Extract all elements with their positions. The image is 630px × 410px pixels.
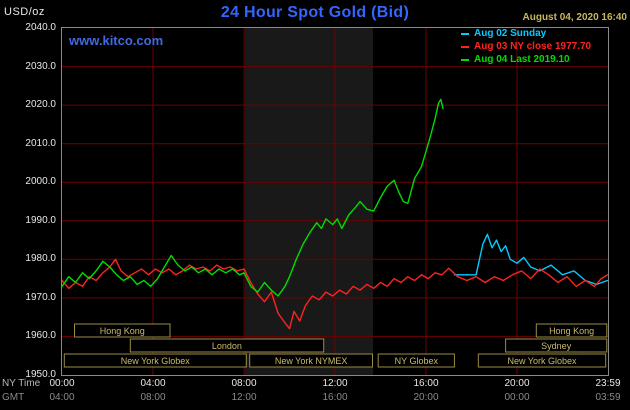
x-tick-gmt-time: 03:59 [595, 392, 621, 403]
y-tick-label: 1990.0 [25, 214, 56, 226]
y-tick-label: 1960.0 [25, 330, 56, 342]
session-box-london [129, 338, 325, 353]
session-box-new-york-nymex [249, 353, 373, 368]
legend-dash-icon [461, 32, 469, 35]
x-tick-ny-time: 12:00 [322, 378, 348, 389]
session-label-ny-globex: NY Globex [395, 356, 439, 366]
x-tick-ny-time: 16:00 [413, 378, 439, 389]
legend-label: Aug 03 NY close 1977.70 [474, 41, 592, 52]
session-box-hong-kong [74, 323, 171, 338]
legend-item-aug04: Aug 04 Last 2019.10 [461, 53, 591, 66]
plot-area: Hong Kong Hong Kong London Sydney New York G… [61, 27, 609, 376]
x-tick-gmt-time: 04:00 [49, 392, 75, 403]
gmt-axis-label: GMT [2, 392, 25, 403]
session-label-new-york-globex: New York Globex [121, 356, 191, 366]
legend-dash-icon [461, 58, 469, 61]
y-tick-label: 2040.0 [25, 22, 56, 33]
x-tick-gmt-time: 20:00 [413, 392, 439, 403]
x-tick-gmt-time: 16:00 [322, 392, 348, 403]
chart-datetime: August 04, 2020 16:40 [522, 12, 628, 23]
session-box-new-york-globex [63, 353, 247, 368]
chart-legend: Aug 02 Sunday Aug 03 NY close 1977.70 Aug … [461, 27, 591, 66]
x-tick-ny-time: 08:00 [231, 378, 257, 389]
session-box-hong-kong [535, 323, 608, 338]
y-tick-label: 1970.0 [25, 291, 56, 303]
kitco-watermark-link[interactable]: www.kitco.com [69, 33, 164, 48]
session-label-new-york-nymex: New York NYMEX [275, 356, 348, 366]
nymex-session-band [244, 28, 373, 375]
legend-item-aug02: Aug 02 Sunday [461, 27, 591, 40]
series-line-aug02 [453, 233, 608, 286]
session-box-new-york-globex [477, 353, 607, 368]
series-line-aug04 [62, 98, 444, 297]
y-tick-label: 1950.0 [25, 369, 56, 380]
y-axis-units-label: USD/oz [4, 6, 45, 18]
legend-item-aug03: Aug 03 NY close 1977.70 [461, 40, 591, 53]
x-tick-gmt-time: 08:00 [140, 392, 166, 403]
session-label-hong-kong: Hong Kong [100, 326, 145, 336]
chart-canvas: Hong Kong Hong Kong London Sydney New York G… [62, 28, 608, 375]
legend-label: Aug 04 Last 2019.10 [474, 54, 570, 65]
x-tick-ny-time: 04:00 [140, 378, 166, 389]
x-tick-gmt-time: 12:00 [231, 392, 257, 403]
session-label-hong-kong: Hong Kong [549, 326, 594, 336]
legend-dash-icon [461, 45, 469, 48]
x-tick-ny-time: 20:00 [504, 378, 530, 389]
y-tick-label: 2010.0 [25, 137, 56, 149]
session-box-sydney [505, 338, 608, 353]
y-tick-label: 1980.0 [25, 253, 56, 265]
x-tick-ny-time: 23:59 [595, 378, 621, 389]
ny-time-axis-label: NY Time [2, 378, 41, 389]
y-tick-label: 2030.0 [25, 60, 56, 72]
session-label-london: London [212, 341, 242, 351]
series-line-aug03 [62, 258, 608, 330]
session-label-new-york-globex: New York Globex [507, 356, 577, 366]
y-tick-label: 2000.0 [25, 176, 56, 188]
y-tick-label: 2020.0 [25, 99, 56, 111]
session-label-sydney: Sydney [541, 341, 572, 351]
x-tick-gmt-time: 00:00 [504, 392, 530, 403]
legend-label: Aug 02 Sunday [474, 28, 547, 39]
session-box-ny-globex [377, 353, 455, 368]
x-tick-ny-time: 00:00 [49, 378, 75, 389]
chart-title: 24 Hour Spot Gold (Bid) [220, 4, 410, 21]
